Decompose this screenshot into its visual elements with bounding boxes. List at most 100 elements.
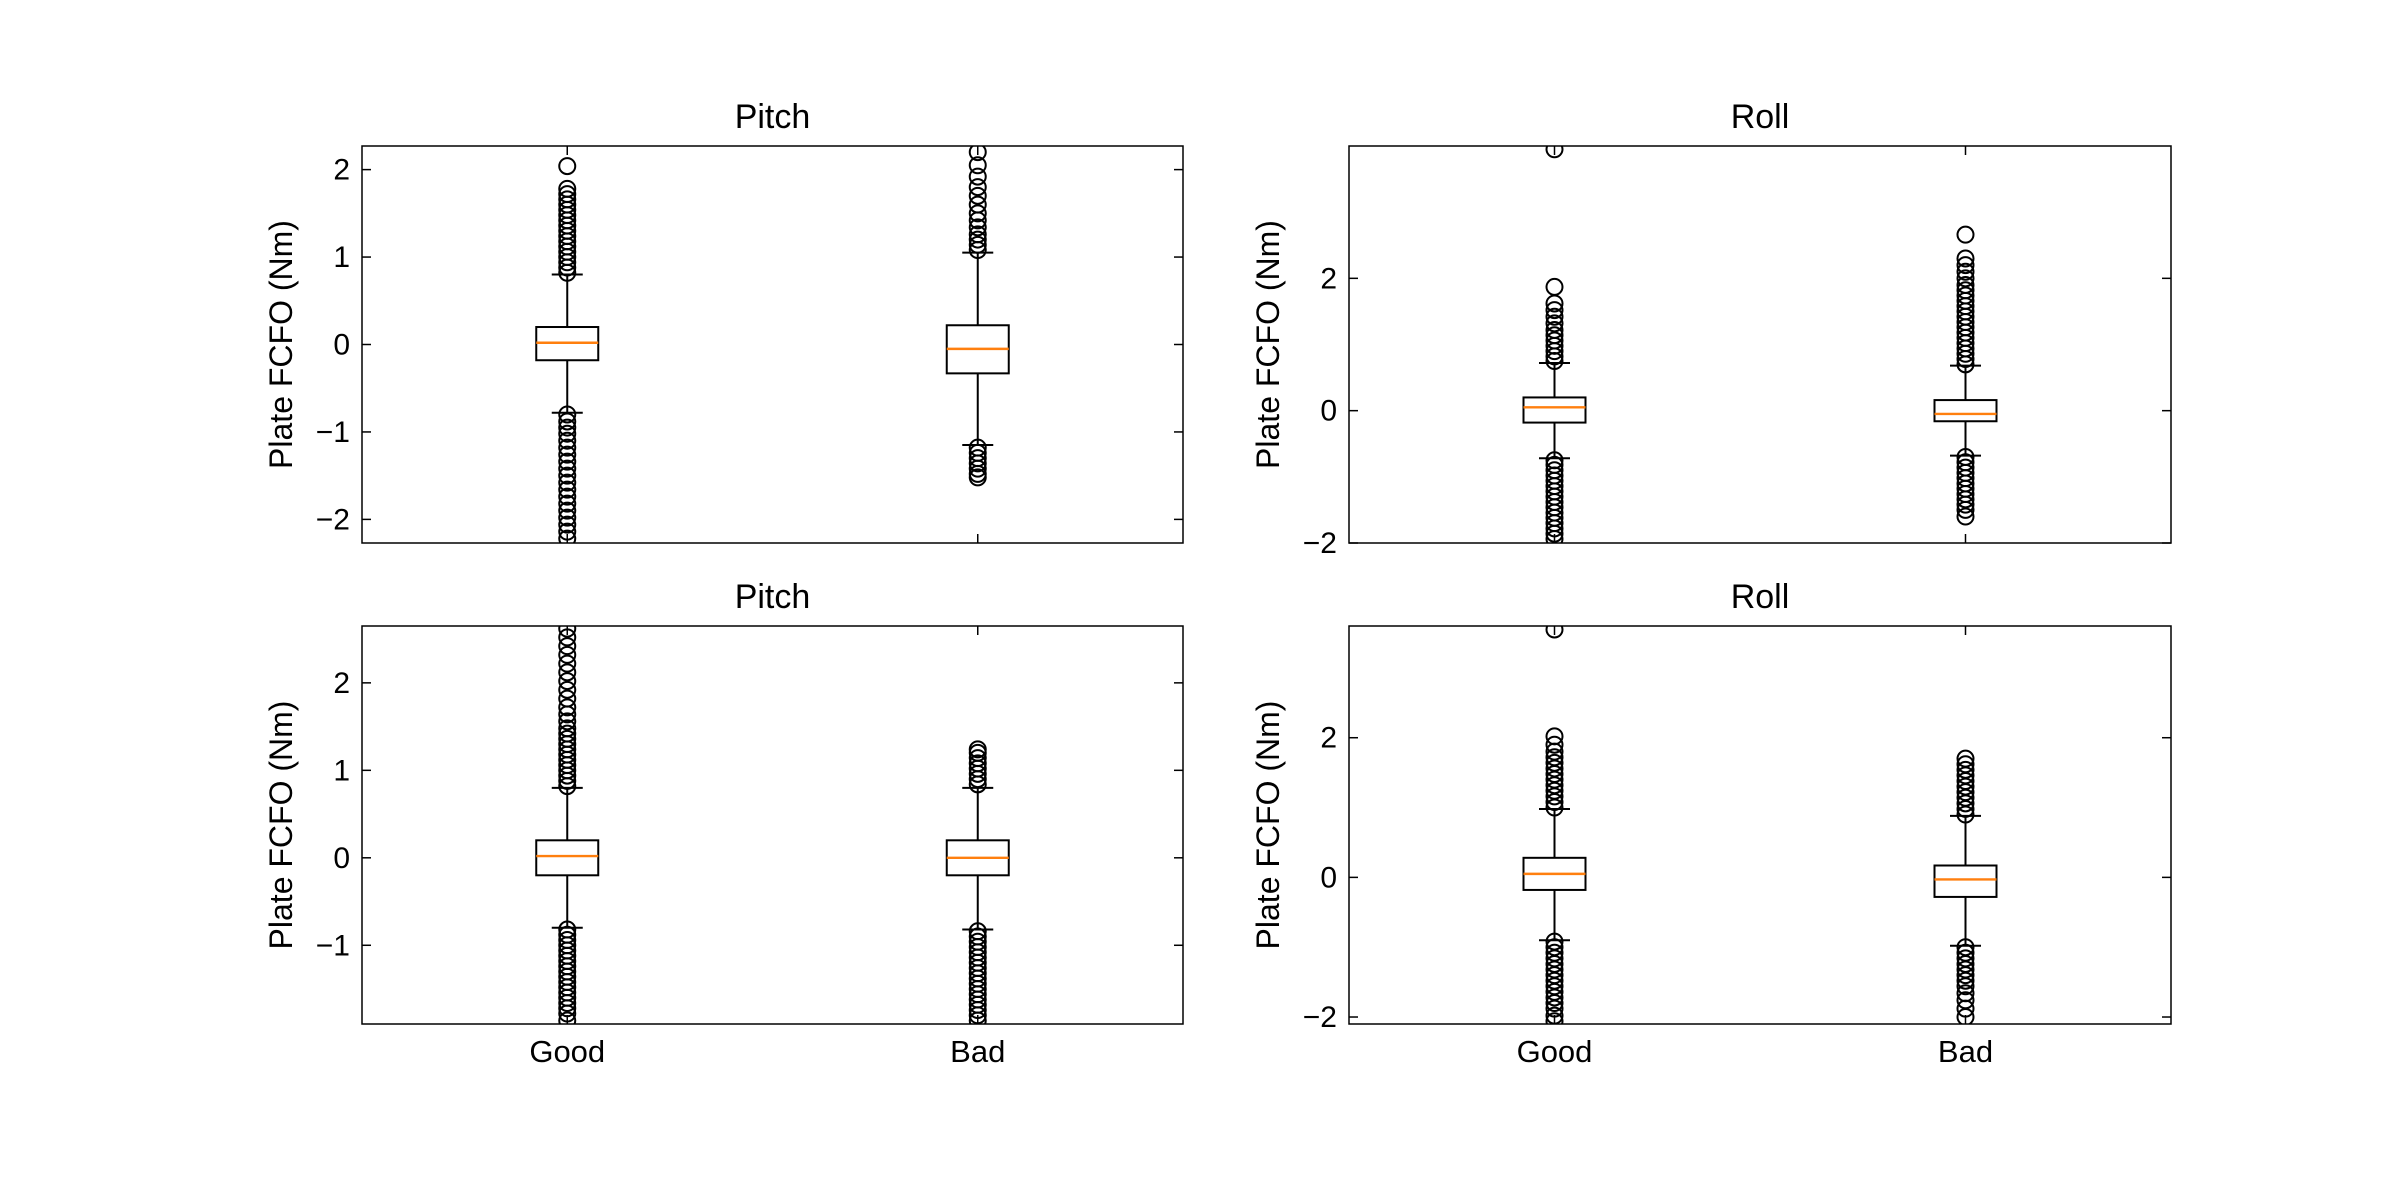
outlier-point <box>968 740 987 759</box>
outlier-point <box>558 712 577 731</box>
x-category-label-good: Good <box>1517 1034 1593 1069</box>
axes-frame <box>361 145 1184 544</box>
outlier-point <box>1545 1006 1564 1024</box>
box-good <box>1522 626 1587 1024</box>
outlier-point <box>558 999 577 1018</box>
outlier-point <box>1545 146 1564 159</box>
outlier-point <box>558 466 577 485</box>
outlier-point <box>1545 748 1564 767</box>
outlier-point <box>1956 495 1975 514</box>
outlier-point <box>1545 727 1564 746</box>
outlier-point <box>968 218 987 237</box>
y-axis-label: Plate FCFO (Nm) <box>1250 701 1286 950</box>
outlier-point <box>558 424 577 443</box>
outlier-point <box>558 626 577 638</box>
outlier-point <box>558 473 577 492</box>
outlier-point <box>558 480 577 499</box>
y-tick-label: 0 <box>333 842 350 875</box>
outlier-point <box>558 994 577 1013</box>
outlier-point <box>968 167 987 186</box>
outlier-point <box>1956 971 1975 990</box>
outlier-point <box>1545 326 1564 345</box>
box-good <box>1522 146 1587 543</box>
outlier-point <box>968 459 987 478</box>
y-tick-label: 0 <box>333 329 350 362</box>
y-tick-label: 2 <box>1320 722 1337 755</box>
y-tick-label: 0 <box>1320 395 1337 428</box>
outlier-point <box>558 190 577 209</box>
y-axis-label: Plate FCFO (Nm) <box>1250 220 1286 469</box>
outlier-point <box>558 515 577 534</box>
box-good <box>535 157 600 543</box>
iqr-box <box>1522 396 1587 424</box>
y-tick-label: 2 <box>333 154 350 187</box>
outlier-point <box>558 724 577 743</box>
y-tick-label: −2 <box>1303 1001 1337 1034</box>
outlier-point <box>558 438 577 457</box>
outlier-point <box>1545 994 1564 1013</box>
outlier-point <box>968 195 987 214</box>
outlier-point <box>1956 1008 1975 1024</box>
subplot-1: Pitch Plate FCFO (Nm) −2 −1 0 1 2 <box>263 98 1184 544</box>
iqr-box <box>535 839 600 877</box>
y-tick-label: 2 <box>1320 262 1337 295</box>
outlier-point <box>558 487 577 506</box>
subplot-3: Pitch Plate FCFO (Nm) −1 0 1 2 Good Bad <box>263 578 1184 1069</box>
outlier-point <box>1956 225 1975 244</box>
outlier-point <box>1956 249 1975 268</box>
outlier-point <box>558 1004 577 1023</box>
outlier-point <box>1545 1012 1564 1024</box>
y-tick-label: 2 <box>333 667 350 700</box>
outlier-point <box>558 529 577 543</box>
y-tick-label: 1 <box>333 754 350 787</box>
outlier-point <box>1956 755 1975 774</box>
box-bad <box>1933 749 1998 1024</box>
outlier-point <box>1956 286 1975 305</box>
subplot-4: Roll Plate FCFO (Nm) −2 0 2 Good Bad <box>1250 578 2172 1069</box>
outlier-point <box>968 1001 987 1020</box>
outlier-point <box>558 672 577 691</box>
outlier-point <box>1956 269 1975 288</box>
outlier-point <box>558 719 577 738</box>
outlier-point <box>1956 500 1975 519</box>
outlier-point <box>1956 760 1975 779</box>
axes-frame <box>1348 625 2172 1025</box>
outlier-point <box>558 628 577 647</box>
outlier-point <box>1956 749 1975 768</box>
outlier-point <box>558 663 577 682</box>
box-bad <box>945 740 1010 1024</box>
outlier-point <box>558 459 577 478</box>
y-tick-label: −1 <box>316 929 350 962</box>
outlier-point <box>1956 507 1975 526</box>
iqr-box <box>1933 864 1998 898</box>
outlier-point <box>558 508 577 527</box>
outlier-point <box>558 431 577 450</box>
outlier-point <box>968 178 987 197</box>
box-good <box>535 626 600 1024</box>
outlier-point <box>1545 626 1564 639</box>
y-tick-label: 0 <box>1320 861 1337 894</box>
outlier-point <box>558 654 577 673</box>
outlier-point <box>558 689 577 708</box>
outlier-point <box>1545 277 1564 296</box>
outlier-point <box>558 418 577 437</box>
outlier-point <box>558 179 577 198</box>
outlier-point <box>558 637 577 656</box>
outlier-point <box>558 645 577 664</box>
outlier-point <box>968 230 987 249</box>
outlier-point <box>558 501 577 520</box>
outlier-point <box>1956 490 1975 509</box>
outlier-point <box>558 185 577 204</box>
outlier-point <box>968 204 987 223</box>
outlier-point <box>968 235 987 254</box>
outlier-point <box>1545 320 1564 339</box>
y-axis-label: Plate FCFO (Nm) <box>263 220 299 469</box>
outlier-point <box>968 156 987 175</box>
outlier-point <box>558 445 577 464</box>
outlier-point <box>968 468 987 487</box>
axes-frame <box>1348 145 2172 544</box>
subplot-2: Roll Plate FCFO (Nm) −2 0 2 <box>1250 98 2172 560</box>
outlier-point <box>558 522 577 541</box>
outlier-point <box>558 1011 577 1024</box>
